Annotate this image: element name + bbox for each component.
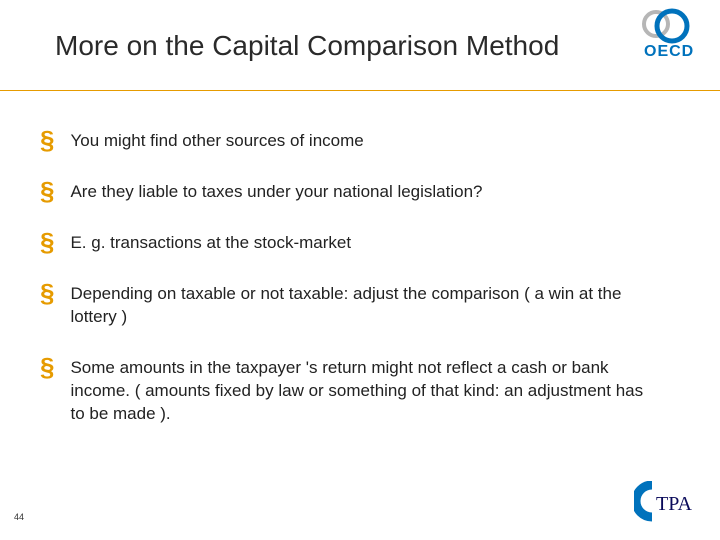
page-number: 44 <box>14 512 24 522</box>
bullet-text: Are they liable to taxes under your nati… <box>70 181 482 204</box>
oecd-logo: OECD <box>636 8 708 69</box>
svg-text:OECD: OECD <box>644 43 694 60</box>
bullet-icon: § <box>40 357 54 377</box>
bullet-text: You might find other sources of income <box>70 130 363 153</box>
bullet-list: § You might find other sources of income… <box>40 130 660 426</box>
list-item: § Some amounts in the taxpayer 's return… <box>40 357 660 426</box>
bullet-icon: § <box>40 130 54 150</box>
ctpa-logo: TPA <box>634 481 702 528</box>
bullet-icon: § <box>40 283 54 303</box>
bullet-text: Some amounts in the taxpayer 's return m… <box>70 357 660 426</box>
title-divider <box>0 90 720 91</box>
bullet-icon: § <box>40 181 54 201</box>
bullet-text: Depending on taxable or not taxable: adj… <box>70 283 660 329</box>
bullet-icon: § <box>40 232 54 252</box>
page-title: More on the Capital Comparison Method <box>55 30 559 62</box>
list-item: § E. g. transactions at the stock-market <box>40 232 660 255</box>
list-item: § You might find other sources of income <box>40 130 660 153</box>
bullet-text: E. g. transactions at the stock-market <box>70 232 351 255</box>
slide: OECD More on the Capital Comparison Meth… <box>0 0 720 540</box>
list-item: § Are they liable to taxes under your na… <box>40 181 660 204</box>
list-item: § Depending on taxable or not taxable: a… <box>40 283 660 329</box>
svg-text:TPA: TPA <box>656 493 693 515</box>
